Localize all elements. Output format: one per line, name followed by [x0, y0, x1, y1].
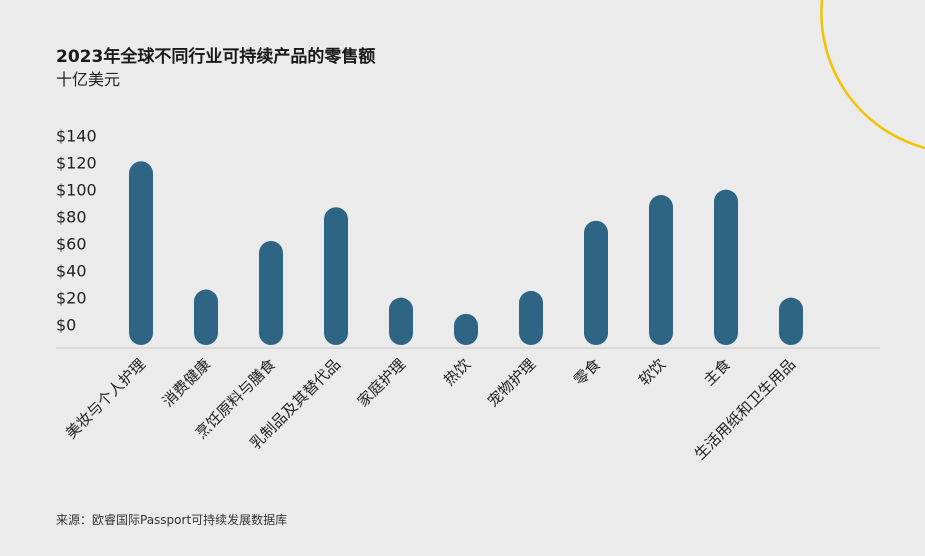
y-tick-label: $0	[56, 316, 76, 335]
bar	[714, 189, 738, 345]
x-tick-label: 消费健康	[159, 355, 214, 410]
x-tick-label: 主食	[700, 355, 734, 389]
bar	[454, 313, 478, 345]
y-tick-label: $100	[56, 181, 97, 200]
bar	[649, 195, 673, 345]
bar	[324, 207, 348, 345]
bar	[584, 220, 608, 345]
bar	[519, 290, 543, 345]
x-tick-label: 软饮	[635, 355, 669, 389]
y-tick-label: $20	[56, 289, 87, 308]
x-tick-label: 零食	[570, 355, 604, 389]
y-tick-label: $120	[56, 154, 97, 173]
source-note: 来源：欧睿国际Passport可持续发展数据库	[56, 513, 288, 527]
bar	[129, 161, 153, 345]
x-tick-label: 宠物护理	[484, 355, 539, 410]
x-tick-label: 家庭护理	[354, 355, 409, 410]
y-tick-label: $80	[56, 208, 87, 227]
y-tick-label: $40	[56, 262, 87, 281]
y-tick-label: $60	[56, 235, 87, 254]
bar	[779, 297, 803, 345]
bar	[194, 289, 218, 345]
bar	[259, 240, 283, 345]
bar	[389, 297, 413, 345]
x-tick-label: 美妆与个人护理	[62, 355, 149, 442]
y-tick-label: $140	[56, 127, 97, 146]
chart-title: 2023年全球不同行业可持续产品的零售额	[56, 47, 376, 67]
chart-subtitle-unit: 十亿美元	[56, 70, 121, 89]
y-axis: $0 $20 $40 $60 $80 $100 $120 $140	[56, 127, 97, 335]
bars	[129, 161, 803, 345]
x-tick-label: 热饮	[440, 355, 474, 389]
